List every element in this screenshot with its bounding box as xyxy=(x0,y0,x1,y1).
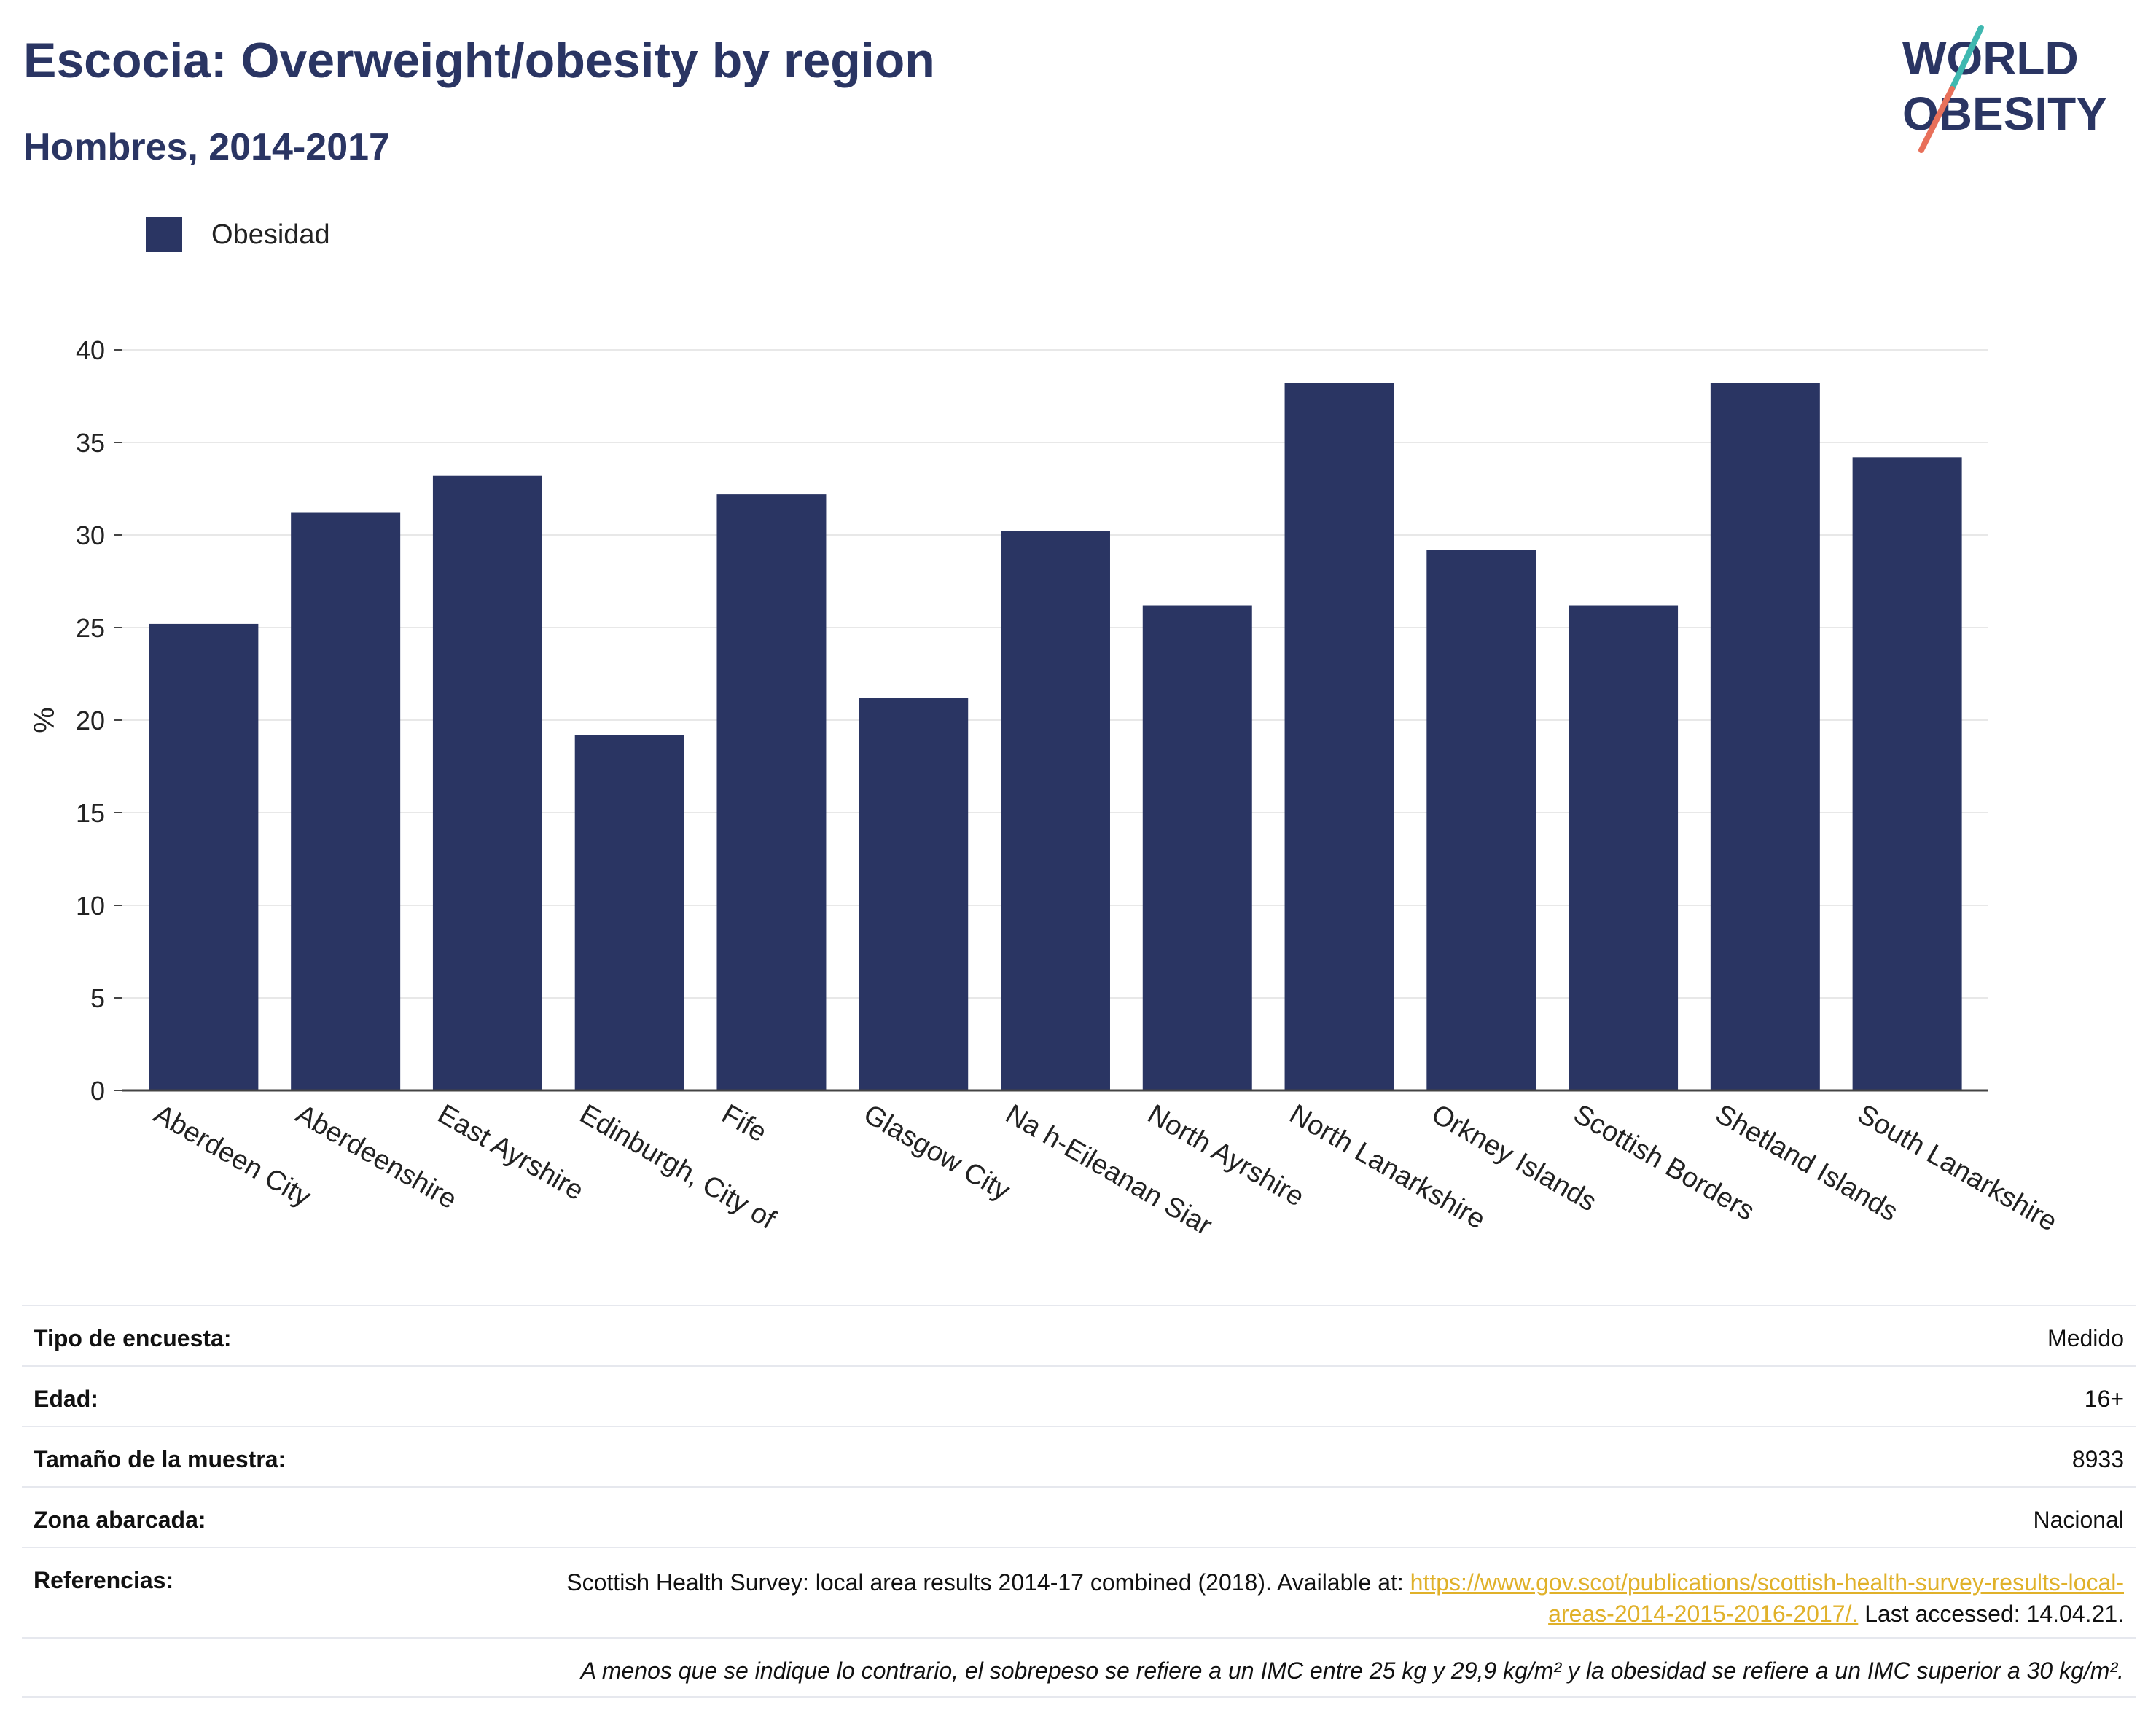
bar-aberdeen-city xyxy=(149,623,259,1090)
chart-title: Escocia: Overweight/obesity by region xyxy=(23,33,935,88)
x-tick-label: Aberdeen City xyxy=(149,1098,316,1213)
bar-edinburgh-city-of xyxy=(574,735,684,1090)
survey-type-label: Tipo de encuesta: xyxy=(34,1325,232,1351)
references-link[interactable]: https://www.gov.scot/publications/scotti… xyxy=(1410,1569,2124,1627)
x-tick-label: Aberdeenshire xyxy=(291,1098,462,1215)
y-axis-label: % xyxy=(28,707,60,733)
info-row-survey-type: Tipo de encuesta: Medido xyxy=(22,1305,2136,1365)
info-row-age: Edad: 16+ xyxy=(22,1365,2136,1426)
info-row-area: Zona abarcada: Nacional xyxy=(22,1486,2136,1547)
y-tick-label: 35 xyxy=(76,428,105,458)
info-table: Tipo de encuesta: Medido Edad: 16+ Tamañ… xyxy=(22,1305,2136,1698)
age-label: Edad: xyxy=(34,1386,98,1412)
bar-east-ayrshire xyxy=(432,475,542,1090)
chart-subtitle: Hombres, 2014-2017 xyxy=(23,126,390,168)
y-tick-label: 20 xyxy=(76,706,105,735)
info-row-references: Referencias: Scottish Health Survey: loc… xyxy=(22,1547,2136,1637)
references-text: Scottish Health Survey: local area resul… xyxy=(566,1569,1410,1596)
area-label: Zona abarcada: xyxy=(34,1507,206,1533)
y-tick-label: 40 xyxy=(76,335,105,365)
sample-size-value: 8933 xyxy=(2071,1446,2124,1472)
area-value: Nacional xyxy=(2033,1507,2124,1533)
bar-shetland-islands xyxy=(1710,383,1820,1090)
y-tick-label: 0 xyxy=(90,1076,105,1106)
x-tick-label: Fife xyxy=(716,1098,772,1148)
bar-south-lanarkshire xyxy=(1852,457,1962,1090)
y-tick-label: 30 xyxy=(76,520,105,550)
bar-glasgow-city xyxy=(859,698,969,1090)
info-row-sample-size: Tamaño de la muestra: 8933 xyxy=(22,1426,2136,1486)
references-accessed: Last accessed: 14.04.21. xyxy=(1858,1601,2124,1627)
bar-scottish-borders xyxy=(1569,605,1679,1090)
y-tick-label: 15 xyxy=(76,798,105,828)
sample-size-label: Tamaño de la muestra: xyxy=(34,1446,286,1472)
bar-na-h-eileanan-siar xyxy=(1001,531,1110,1090)
bar-fife xyxy=(716,494,827,1090)
age-value: 16+ xyxy=(2084,1386,2124,1412)
world-obesity-logo: WORLD OBESITY xyxy=(1902,25,2107,153)
references-label: Referencias: xyxy=(34,1567,174,1593)
definition-note: A menos que se indique lo contrario, el … xyxy=(22,1637,2136,1698)
logo-slash-coral xyxy=(1918,86,1955,153)
logo-text-world: WORLD xyxy=(1902,32,2079,85)
legend-swatch-obesidad xyxy=(146,217,182,252)
bar-north-lanarkshire xyxy=(1284,383,1394,1090)
y-tick-label: 25 xyxy=(76,613,105,643)
x-tick-label: Glasgow City xyxy=(859,1098,1015,1206)
bar-orkney-islands xyxy=(1426,550,1536,1090)
bar-aberdeenshire xyxy=(291,512,401,1090)
bar-north-ayrshire xyxy=(1142,605,1252,1090)
y-tick-label: 5 xyxy=(90,983,105,1013)
legend-label-obesidad: Obesidad xyxy=(211,219,330,250)
bar-chart: 0 5 10 15 20 25 30 35 40% Aberdeen CityAberdeensh… xyxy=(28,335,2062,1241)
logo-slash-teal xyxy=(1949,25,1984,92)
chart-legend: Obesidad xyxy=(146,217,330,252)
y-tick-label: 10 xyxy=(76,891,105,921)
survey-type-value: Medido xyxy=(2047,1325,2124,1351)
references-value: Scottish Health Survey: local area resul… xyxy=(535,1567,2124,1630)
